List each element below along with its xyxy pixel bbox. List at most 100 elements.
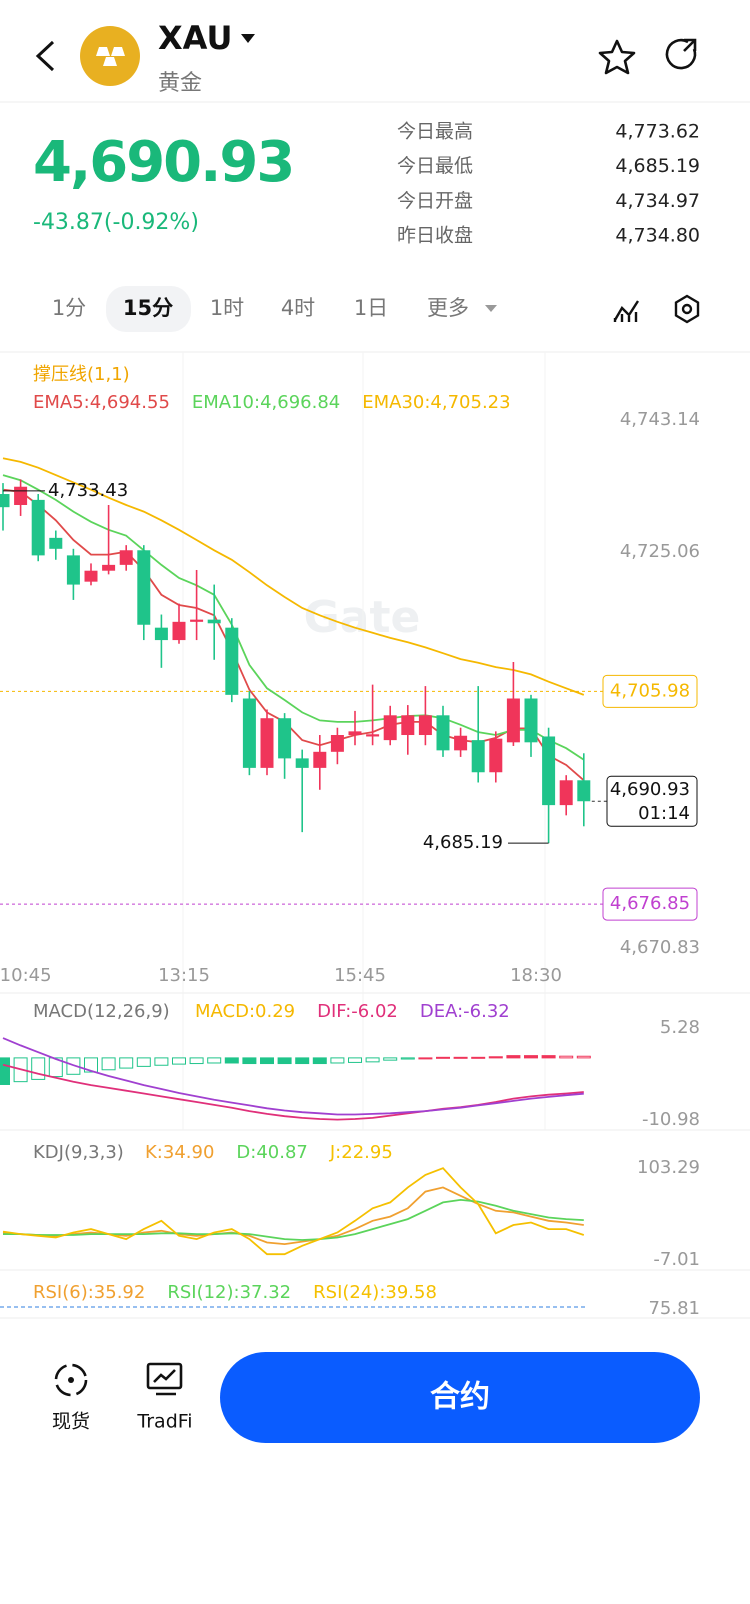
macd-bar [172, 1057, 186, 1065]
candle-body [295, 758, 309, 768]
legend-entry: RSI(6):35.92 [33, 1282, 145, 1303]
settings-icon[interactable] [674, 294, 700, 324]
legend-entry: K:34.90 [145, 1142, 214, 1163]
timeframe-tab[interactable]: 15分 [123, 296, 173, 320]
legend-entry: RSI(12):37.32 [167, 1282, 291, 1303]
y-tick-label: 103.29 [637, 1157, 700, 1178]
candle-body [14, 486, 28, 505]
tradfi-icon[interactable] [146, 1362, 183, 1390]
macd-bar [559, 1055, 574, 1059]
legend-entry: MACD:0.29 [195, 1001, 295, 1022]
candle-body [137, 550, 151, 625]
y-tick-label: 5.28 [660, 1017, 700, 1038]
timeframe-tab[interactable]: 1时 [210, 296, 244, 320]
macd-bar [524, 1055, 538, 1059]
indicator-line [2, 1167, 585, 1256]
candle-body [190, 619, 204, 622]
candle-body [418, 715, 432, 736]
y-tick-label: 4,743.14 [620, 409, 700, 430]
contract-label[interactable]: 合约 [430, 1380, 490, 1415]
stat-label: 昨日收盘 [397, 225, 473, 247]
x-tick-label: 10:45 [0, 965, 52, 986]
macd-bar [84, 1057, 98, 1073]
macd-bar [242, 1057, 257, 1065]
ema-line [2, 488, 585, 781]
candle-body [330, 735, 344, 752]
candle-body [366, 734, 380, 737]
y-tick-label: 75.81 [648, 1298, 700, 1319]
contract-button[interactable] [220, 1352, 700, 1443]
stat-value: 4,734.80 [615, 225, 700, 247]
candle-body [0, 494, 10, 508]
macd-bar [154, 1057, 169, 1066]
stat-label: 今日开盘 [397, 190, 473, 212]
candle-body [242, 698, 256, 768]
last-price-label: 4,690.93 [610, 779, 690, 800]
candle-body [225, 627, 239, 695]
indicator-line [2, 1186, 584, 1246]
macd-bar [295, 1057, 310, 1065]
ema-line [2, 457, 585, 696]
tradfi-label[interactable]: TradFi [136, 1411, 192, 1433]
candle-body [154, 627, 168, 641]
macd-bar [400, 1057, 415, 1060]
y-tick-label: -7.01 [653, 1249, 700, 1270]
macd-bar [383, 1057, 398, 1061]
macd-bar [31, 1057, 46, 1080]
macd-bar [48, 1057, 63, 1078]
macd-bar [471, 1056, 486, 1059]
legend-entry: EMA10:4,696.84 [192, 392, 340, 413]
candle-body [84, 570, 98, 582]
legend-entry: DEA:-6.32 [420, 1001, 510, 1022]
legend-entry: RSI(24):39.58 [313, 1282, 437, 1303]
macd-bar [260, 1057, 274, 1065]
symbol[interactable]: XAU [158, 19, 232, 57]
y-tick-label: -10.98 [642, 1109, 700, 1130]
legend-entry: J:22.95 [329, 1142, 393, 1163]
gold-bars [96, 47, 125, 66]
indicator-line [3, 1198, 584, 1241]
level-label: 4,705.98 [610, 680, 690, 701]
low-label: 4,685.19 [423, 832, 503, 853]
macd-bar [365, 1057, 380, 1063]
spot-icon-dot [68, 1377, 74, 1383]
price-change: -43.87(-0.92%) [33, 210, 199, 235]
spot-icon[interactable] [54, 1363, 88, 1397]
macd-bar [0, 1057, 10, 1085]
timeframe-tab[interactable]: 4时 [281, 296, 315, 320]
macd-bar [506, 1055, 521, 1059]
stat-value: 4,734.97 [615, 190, 700, 212]
back-button[interactable] [35, 40, 55, 72]
level-box [602, 674, 698, 708]
timeframe-tab[interactable]: 1分 [52, 296, 86, 320]
candle-body [489, 738, 503, 773]
candle-body [278, 718, 292, 759]
candle-body [119, 550, 133, 565]
macd-bar [312, 1057, 327, 1065]
timeframe-tab[interactable]: 更多 [427, 296, 469, 320]
candle-body [49, 537, 63, 549]
stat-value: 4,685.19 [615, 155, 700, 177]
indicator-title: MACD(12,26,9) [33, 1001, 170, 1022]
legend-entry: D:40.87 [236, 1142, 307, 1163]
indicator-icon[interactable] [613, 300, 640, 322]
share[interactable] [665, 38, 697, 70]
countdown-label: 01:14 [638, 803, 690, 824]
price: 4,690.93 [33, 130, 293, 195]
macd-bar [136, 1057, 151, 1067]
dropdown[interactable] [241, 34, 255, 43]
x-tick-label: 18:30 [510, 965, 562, 986]
macd-bar [453, 1056, 468, 1059]
favorite[interactable] [598, 39, 636, 75]
tradfi-icon-line [153, 1369, 176, 1396]
candle-body [31, 499, 45, 556]
candle-body [506, 698, 520, 743]
symbol-name: 黄金 [158, 71, 202, 96]
macd-bar [418, 1057, 433, 1060]
macd-bar [207, 1057, 222, 1064]
legend-entry: DIF:-6.02 [317, 1001, 398, 1022]
candle-body [260, 718, 274, 768]
timeframe-tab[interactable]: 1日 [354, 296, 388, 320]
spot-label[interactable]: 现货 [52, 1411, 90, 1433]
